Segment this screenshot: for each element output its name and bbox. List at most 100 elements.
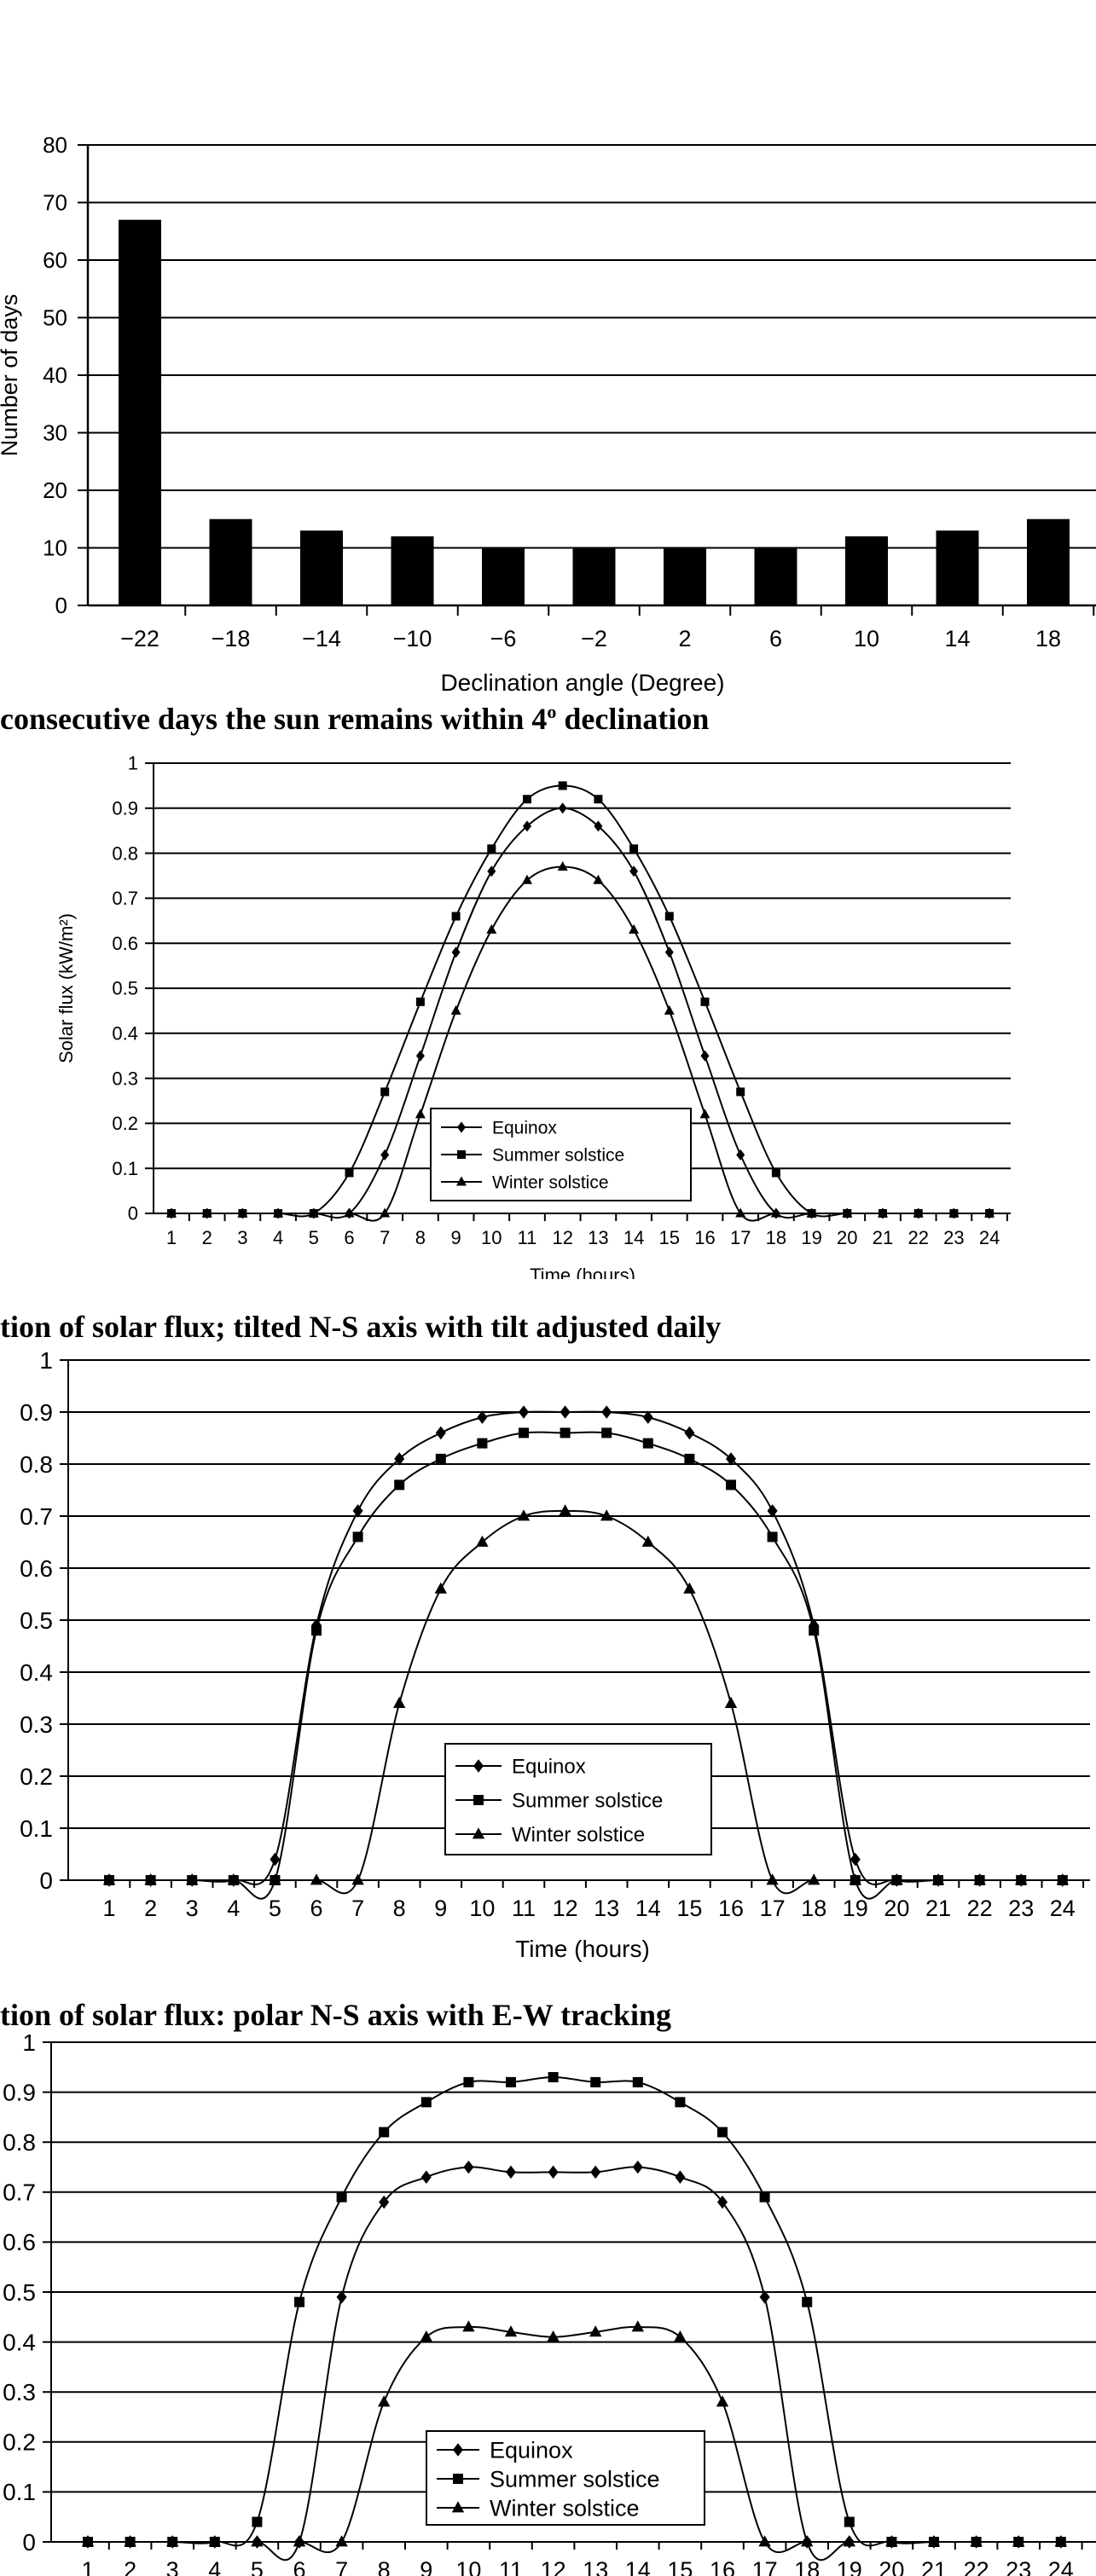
x-tick-label: 6: [344, 1227, 354, 1248]
data-point: [726, 1452, 736, 1466]
legend: Equinox Summer solstice Winter solstice: [444, 1743, 712, 1855]
y-tick-label: 20: [43, 478, 67, 503]
series-line: [87, 2076, 1061, 2547]
data-point: [970, 2535, 983, 2547]
legend-marker: [457, 1121, 466, 1133]
data-point: [736, 1149, 745, 1161]
data-point: [379, 2195, 390, 2209]
data-point: [420, 2330, 432, 2342]
x-tick-label: 24: [1048, 2557, 1074, 2576]
bar: [209, 518, 252, 605]
x-tick-label: 6: [769, 626, 782, 651]
data-point: [767, 1531, 778, 1543]
data-point: [81, 2535, 95, 2547]
y-tick-label: 0.7: [112, 888, 138, 909]
data-point: [394, 1452, 405, 1466]
data-point: [434, 1582, 447, 1594]
x-tick-label: 16: [694, 1227, 715, 1248]
bar: [572, 547, 616, 605]
y-tick-label: 0: [55, 593, 67, 618]
legend-label: Summer solstice: [490, 2467, 660, 2492]
legend-marker: [457, 1150, 466, 1159]
data-point: [166, 1207, 177, 1218]
data-point: [487, 844, 496, 854]
x-tick-label: −18: [212, 626, 251, 651]
data-point: [124, 2535, 136, 2547]
x-tick-label: 14: [635, 1896, 661, 1921]
x-tick-label: −2: [581, 626, 607, 651]
legend-marker: [456, 1176, 467, 1186]
solar-flux-polar-ew-tracking-chart: 00.10.20.30.40.50.60.70.80.911 2 3 4 5 6 7 8 9 10…: [3, 2030, 1096, 2576]
data-point: [308, 1207, 319, 1218]
x-tick-label: 21: [921, 2557, 947, 2576]
legend-marker: [473, 1795, 484, 1805]
x-tick-label: 12: [553, 1896, 578, 1921]
data-point: [310, 1873, 323, 1885]
data-point: [548, 2072, 559, 2083]
y-tick-label: 0.1: [112, 1158, 138, 1179]
y-tick-label: 0.8: [20, 1451, 53, 1478]
y-axis-title: Solar flux (kW/m²): [55, 913, 77, 1063]
x-tick-label: 2: [144, 1896, 157, 1921]
bar: [845, 536, 888, 605]
y-tick-label: 0.6: [112, 933, 138, 954]
x-tick-label: 4: [208, 2557, 221, 2576]
data-point: [806, 1207, 817, 1218]
bar: [391, 536, 434, 605]
x-tick-label: 10: [469, 1896, 495, 1921]
data-point: [664, 946, 674, 958]
x-tick-label: 12: [552, 1227, 572, 1248]
data-point: [600, 1509, 613, 1521]
data-point: [345, 1168, 354, 1178]
y-tick-label: 0.5: [3, 2279, 36, 2306]
bar: [754, 547, 797, 605]
x-tick-label: 18: [801, 1896, 826, 1921]
legend-label: Equinox: [490, 2438, 573, 2463]
x-tick-label: 21: [925, 1896, 951, 1921]
x-tick-label: 7: [351, 1896, 364, 1921]
data-point: [684, 1453, 695, 1464]
x-tick-label: 22: [908, 1227, 928, 1248]
x-tick-label: 10: [854, 626, 879, 651]
y-tick-label: 0: [22, 2529, 36, 2556]
y-tick-label: 0.1: [20, 1815, 53, 1842]
legend-label: Equinox: [492, 1119, 557, 1138]
y-tick-label: 0.8: [3, 2129, 36, 2156]
data-point: [767, 1504, 778, 1518]
data-point: [476, 1535, 489, 1547]
data-point: [420, 2097, 432, 2108]
x-tick-label: 16: [718, 1896, 744, 1921]
legend-label: Winter solstice: [492, 1173, 609, 1193]
data-point: [487, 865, 496, 877]
data-point: [890, 1873, 903, 1885]
data-point: [675, 2097, 686, 2108]
data-point: [759, 2191, 770, 2203]
legend-marker: [451, 2501, 465, 2513]
data-point: [477, 1410, 488, 1424]
data-point: [717, 2127, 728, 2138]
x-tick-label: 19: [801, 1227, 821, 1248]
data-point: [451, 946, 461, 958]
y-tick-label: 40: [43, 362, 67, 388]
y-tick-label: 0.4: [3, 2329, 36, 2355]
data-point: [593, 874, 604, 884]
x-tick-label: 16: [710, 2557, 735, 2576]
y-tick-label: 0.2: [20, 1763, 53, 1790]
data-point: [948, 1207, 960, 1218]
data-point: [843, 2535, 855, 2547]
data-point: [380, 1149, 390, 1161]
data-point: [294, 2296, 304, 2307]
data-point: [420, 2170, 432, 2185]
data-point: [664, 1004, 675, 1015]
data-point: [674, 2330, 687, 2342]
y-tick-label: 0.7: [3, 2179, 36, 2206]
data-point: [560, 1427, 571, 1439]
data-point: [352, 1504, 363, 1518]
x-tick-label: 15: [676, 1896, 702, 1921]
data-point: [380, 1207, 391, 1218]
data-point: [684, 1426, 695, 1440]
x-tick-label: 14: [625, 2557, 651, 2576]
y-tick-label: 0: [128, 1203, 138, 1224]
